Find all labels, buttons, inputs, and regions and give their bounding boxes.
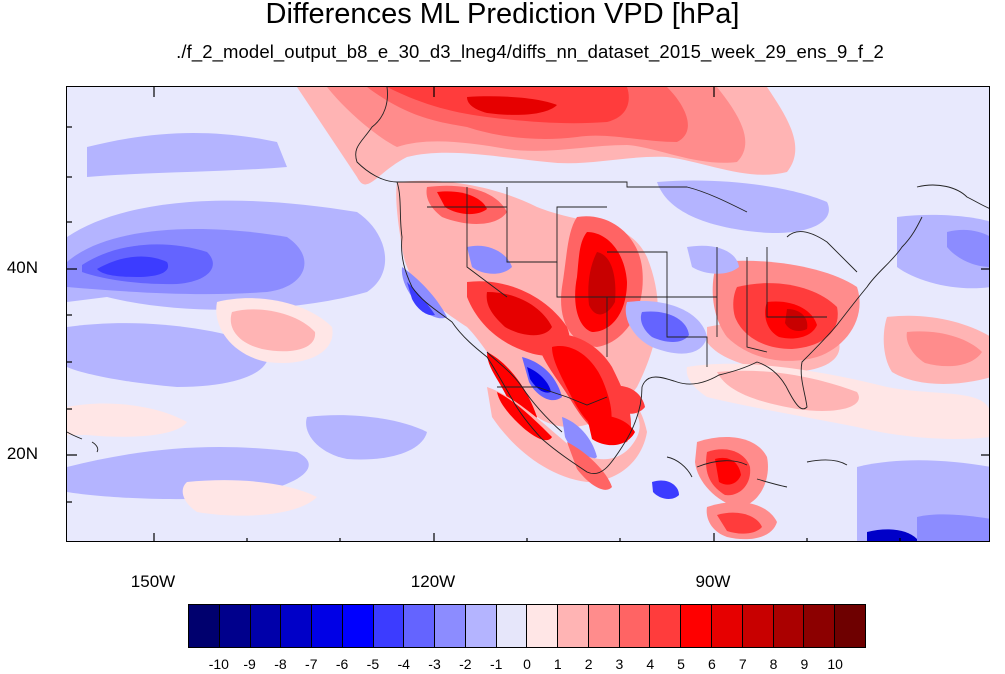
colorbar-swatch: [681, 605, 713, 647]
colorbar-swatch: [619, 605, 651, 647]
anomaly-field: [67, 87, 989, 541]
colorbar-swatch: [250, 605, 282, 647]
map-subtitle: ./f_2_model_output_b8_e_30_d3_lneg4/diff…: [176, 41, 884, 62]
colorbar-label: 1: [553, 656, 562, 672]
colorbar-swatch: [281, 605, 313, 647]
map-title: Differences ML Prediction VPD [hPa]: [265, 0, 740, 30]
colorbar-label: 9: [800, 656, 809, 672]
colorbar-label: 4: [646, 656, 655, 672]
colorbar-label: -5: [366, 656, 380, 672]
colorbar-label: -4: [397, 656, 410, 672]
colorbar-label: -10: [208, 656, 229, 672]
colorbar-label: 10: [827, 656, 843, 672]
colorbar-label: 7: [738, 656, 747, 672]
colorbar-swatch: [527, 605, 559, 647]
colorbar-swatch: [373, 605, 405, 647]
lat-label-40n: 40N: [6, 258, 38, 277]
colorbar-label: -2: [459, 656, 472, 672]
colorbar-swatch: [742, 605, 774, 647]
colorbar-label: 2: [584, 656, 593, 672]
colorbar-swatch: [588, 605, 620, 647]
colorbar-swatch: [804, 605, 836, 647]
colorbar: [188, 604, 866, 648]
colorbar-swatch: [342, 605, 374, 647]
map-field: [67, 87, 989, 541]
lon-label-90w: 90W: [695, 572, 731, 591]
colorbar-swatch: [189, 605, 220, 647]
colorbar-label: -8: [274, 656, 287, 672]
colorbar-swatch: [712, 605, 743, 647]
colorbar-label: 0: [523, 656, 531, 672]
colorbar-label: -7: [305, 656, 318, 672]
colorbar-swatch: [650, 605, 682, 647]
colorbar-label: -1: [489, 656, 503, 672]
colorbar-label: -3: [428, 656, 441, 672]
colorbar-swatch: [435, 605, 466, 647]
colorbar-swatch: [773, 605, 805, 647]
lon-label-150w: 150W: [130, 572, 176, 591]
colorbar-label: -6: [335, 656, 349, 672]
colorbar-label: 6: [708, 656, 716, 672]
lon-label-120w: 120W: [410, 572, 456, 591]
colorbar-swatch: [496, 605, 528, 647]
colorbar-swatch: [558, 605, 589, 647]
colorbar-label: -9: [243, 656, 256, 672]
colorbar-labels: -10 -9 -8 -7 -6 -5 -4 -3 -2 -1 0 1 2 3 4 5 6 7 8 9 10: [188, 656, 866, 674]
coastlines-and-borders: [67, 87, 989, 488]
colorbar-label: 5: [677, 656, 685, 672]
vpd-difference-map: [66, 86, 990, 542]
lat-label-20n: 20N: [6, 444, 38, 463]
colorbar-swatch: [404, 605, 436, 647]
colorbar-swatch: [219, 605, 251, 647]
colorbar-label: 8: [769, 656, 778, 672]
colorbar-swatch: [312, 605, 343, 647]
axis-ticks: [67, 87, 989, 541]
colorbar-swatch: [465, 605, 497, 647]
colorbar-label: 3: [615, 656, 624, 672]
colorbar-swatch: [835, 605, 865, 647]
